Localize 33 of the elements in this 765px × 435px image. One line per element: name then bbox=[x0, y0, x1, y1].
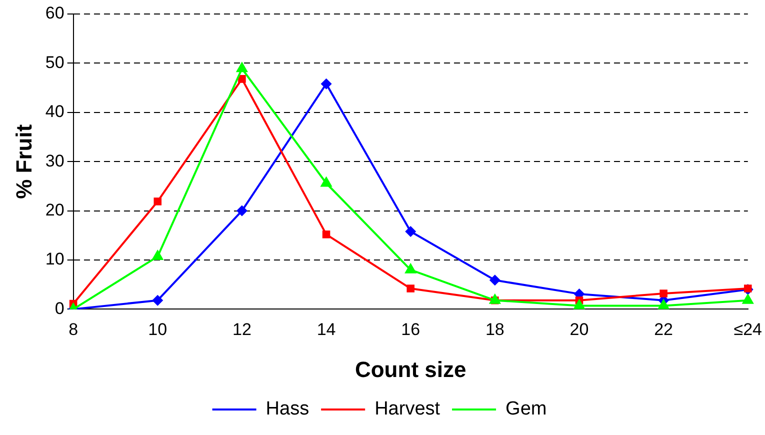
y-tick-label: 30 bbox=[45, 151, 64, 170]
y-tick-label: 10 bbox=[45, 250, 64, 269]
legend-label: Hass bbox=[266, 398, 310, 420]
point bbox=[744, 284, 752, 292]
legend-label: Gem bbox=[506, 398, 547, 420]
y-tick-label: 50 bbox=[45, 52, 64, 72]
x-tick-label: 8 bbox=[68, 320, 78, 340]
point bbox=[660, 290, 668, 298]
point bbox=[154, 198, 162, 206]
point bbox=[152, 250, 164, 260]
point bbox=[406, 284, 414, 292]
y-tick-label: 60 bbox=[45, 4, 64, 23]
y-tick-label: 20 bbox=[45, 200, 64, 220]
x-tick-label: 18 bbox=[485, 320, 504, 340]
y-tick-label: 0 bbox=[54, 298, 64, 318]
x-tick-label: 16 bbox=[401, 320, 420, 340]
y-tick-label: 40 bbox=[45, 102, 64, 122]
point bbox=[320, 78, 332, 90]
x-tick-label: ≤24 bbox=[734, 320, 762, 340]
point bbox=[238, 75, 246, 83]
x-axis-title: Count size bbox=[354, 356, 466, 382]
x-tick-label: 10 bbox=[148, 320, 168, 340]
point bbox=[405, 226, 416, 237]
x-tick-label: 20 bbox=[570, 320, 589, 340]
point bbox=[322, 230, 330, 238]
y-axis-title: % Fruit bbox=[11, 124, 36, 199]
x-tick-label: 22 bbox=[654, 320, 674, 340]
point bbox=[236, 205, 248, 216]
x-tick-label: 14 bbox=[316, 320, 336, 340]
point bbox=[152, 294, 164, 306]
legend-label: Harvest bbox=[374, 398, 441, 420]
point bbox=[489, 274, 500, 286]
x-tick-label: 12 bbox=[232, 320, 252, 340]
